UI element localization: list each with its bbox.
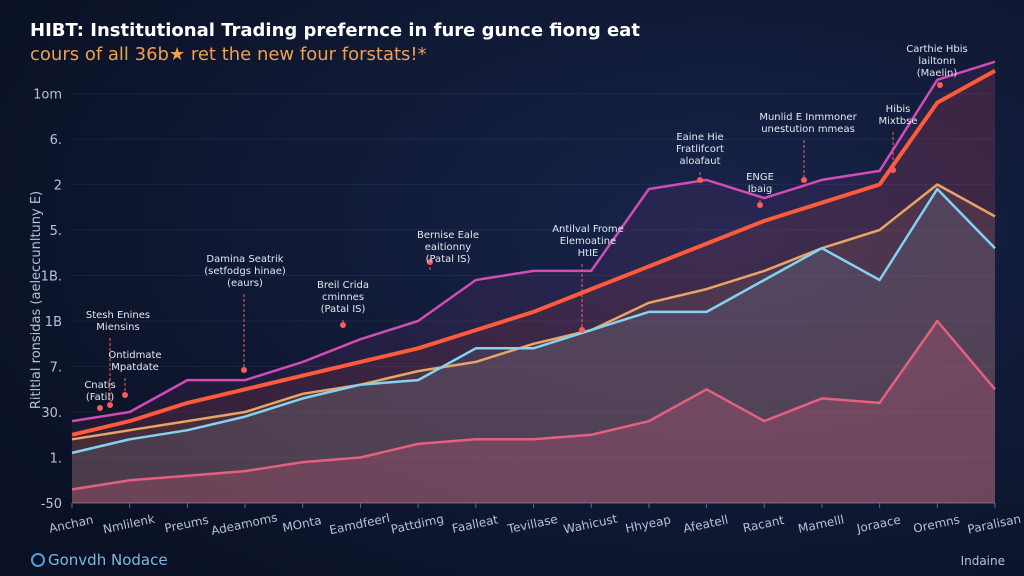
y-tick-label: 7. (50, 361, 62, 376)
line (71, 183, 996, 441)
annotation-text: Miensins (96, 322, 139, 333)
annotation-text: lailtonn (918, 56, 955, 67)
annotation-text: (Fatil) (86, 392, 114, 403)
annotation-dot (107, 402, 113, 408)
annotation-text: Cnatis (84, 380, 115, 391)
y-tick-label: 1B. (41, 270, 62, 285)
annotation-dot (697, 177, 703, 183)
annotation-text: (Patal IS) (426, 254, 471, 265)
chart-title: HIBT: Institutional Trading prefernce in… (30, 20, 640, 41)
annotation-text: Mpatdate (111, 362, 159, 373)
annotation-text: unestution mmeas (761, 124, 855, 135)
annotation-dot (241, 367, 247, 373)
chart-subtitle: cours of all 36b★ ret the new four forst… (30, 44, 427, 65)
annotation-text: cminnes (322, 292, 364, 303)
footer-left: Gonvdh Nodace (48, 551, 168, 569)
area (72, 184, 995, 503)
y-tick-label: 1. (50, 452, 62, 467)
y-tick-label: 30. (41, 406, 62, 421)
annotation-text: Elemoatine (560, 236, 616, 247)
annotation-text: Ibaig (748, 184, 773, 195)
annotation-text: Fratlifcort (676, 144, 724, 155)
annotation-dot (937, 82, 943, 88)
annotation-text: Ontidmate (108, 350, 161, 361)
line (71, 187, 996, 455)
annotation-text: Stesh Enines (86, 310, 150, 321)
annotation-text: eaitionny (425, 242, 472, 253)
annotation-text: Damina Seatrik (206, 254, 283, 265)
annotation-text: Munlid E Inmmoner (759, 112, 857, 123)
annotation: Cnatis(Fatil) (84, 380, 116, 411)
annotation-text: aloafaut (679, 156, 720, 167)
logo-icon (31, 553, 45, 567)
annotation-dot (801, 177, 807, 183)
annotation-dot (340, 322, 346, 328)
annotation-text: Carthie Hbis (906, 44, 967, 55)
line (71, 69, 996, 437)
annotation-text: Antilval Frome (552, 224, 624, 235)
annotation-text: Eaine Hie (676, 132, 723, 143)
annotation-text: Breil Crida (317, 280, 369, 291)
y-tick-label: -50 (41, 497, 62, 512)
annotation-dot (122, 392, 128, 398)
annotation-text: (Maelin) (917, 68, 958, 79)
annotation-text: HtIE (578, 248, 599, 259)
line (71, 60, 996, 423)
y-tick-label: 6. (50, 133, 62, 148)
annotation: Damina Seatrik(setfodgs hinae)(eaurs) (204, 254, 286, 373)
annotation-dot (890, 167, 896, 173)
annotation-dot (579, 327, 585, 333)
area (72, 321, 995, 503)
annotation-text: Mixtbse (879, 116, 918, 127)
footer-right: Indaine (961, 554, 1005, 568)
line (71, 319, 996, 491)
annotation-text: Hibis (886, 104, 911, 115)
annotation-text: (eaurs) (227, 278, 263, 289)
annotation-dot (97, 405, 103, 411)
annotation-text: ENGE (746, 172, 774, 183)
annotation-text: Bernise Eale (417, 230, 479, 241)
annotation-text: (setfodgs hinae) (204, 266, 286, 277)
y-tick-label: 2 (54, 179, 62, 194)
annotation-text: (Patal IS) (321, 304, 366, 315)
y-tick-label: 1om (33, 88, 62, 103)
annotation-dot (757, 202, 763, 208)
area (72, 189, 995, 503)
annotation-dot (427, 259, 433, 265)
y-tick-label: 1B (45, 315, 62, 330)
y-tick-label: 5. (50, 224, 62, 239)
y-axis-label: Ritltlal ronsidas (aeleccunltuny E) (29, 191, 44, 409)
